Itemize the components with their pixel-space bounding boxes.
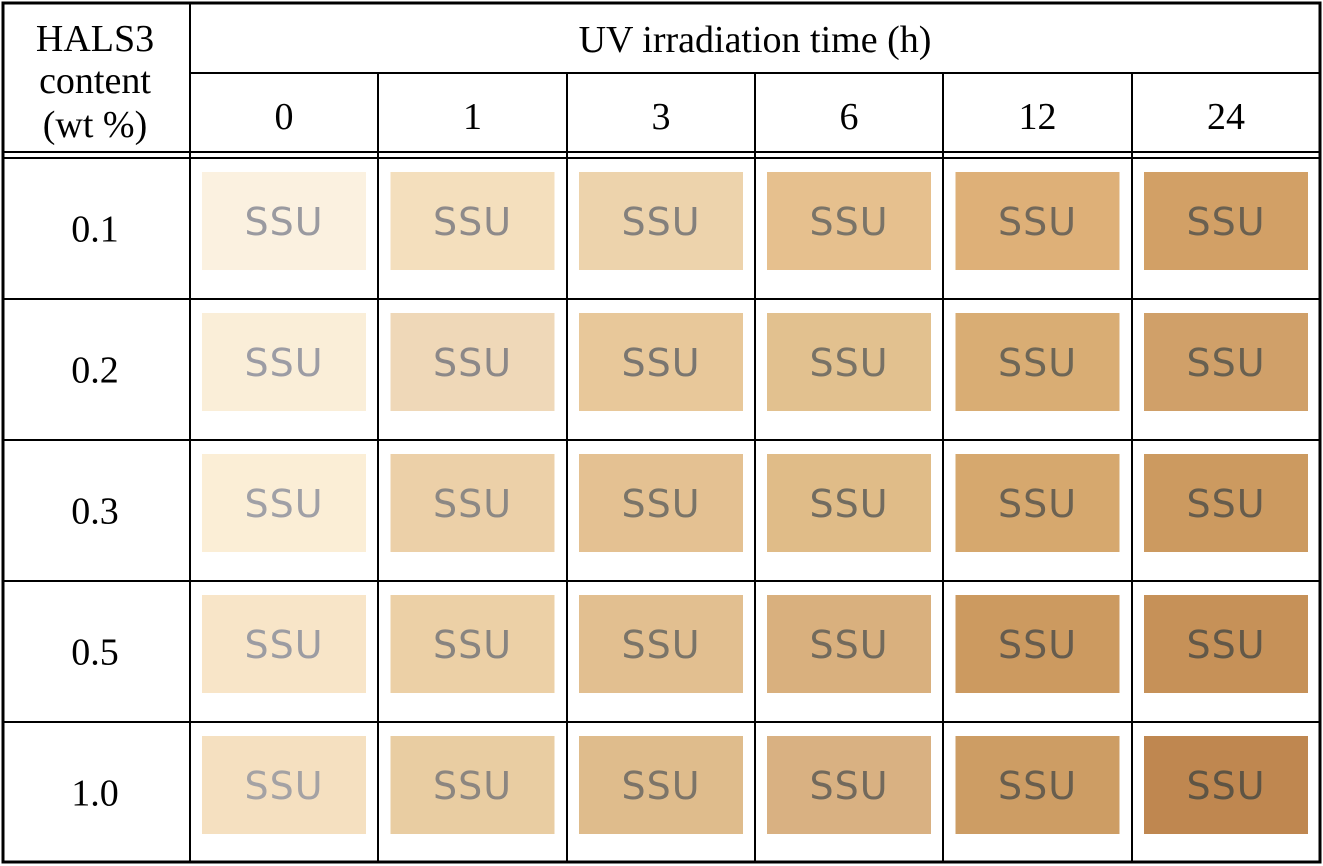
sample-swatch-0_2-24h: [1144, 313, 1308, 411]
sample-label-ssu: SSU: [809, 200, 888, 244]
sample-swatch-0_3-24h: [1144, 454, 1308, 552]
time-header-6h: 6: [840, 96, 859, 138]
content-label-0_2: 0.2: [71, 350, 119, 392]
sample-label-ssu: SSU: [809, 764, 888, 808]
sample-swatch-1_0-1h: [390, 736, 555, 834]
table-body: 0 1 3 6 12 24 0.1 SSU SSU SSU SSU SSU SSU 0.2 SSU SSU SS…: [3, 73, 1320, 862]
sample-label-ssu: SSU: [433, 764, 512, 808]
sample-label-ssu: SSU: [809, 482, 888, 526]
content-label-1_0: 1.0: [71, 773, 119, 815]
sample-label-ssu: SSU: [244, 482, 323, 526]
sample-swatch-0_2-1h: [390, 313, 555, 411]
time-header-12h: 12: [1019, 96, 1057, 138]
sample-swatch-0_3-6h: [767, 454, 931, 552]
content-label-0_3: 0.3: [71, 491, 119, 533]
sample-label-ssu: SSU: [809, 341, 888, 385]
sample-label-ssu: SSU: [998, 623, 1077, 667]
sample-swatch-0_3-1h: [390, 454, 555, 552]
sample-label-ssu: SSU: [621, 764, 700, 808]
sample-swatch-1_0-24h: [1144, 736, 1308, 834]
sample-label-ssu: SSU: [433, 341, 512, 385]
sample-swatch-0_5-3h: [579, 595, 743, 693]
sample-label-ssu: SSU: [244, 764, 323, 808]
sample-label-ssu: SSU: [433, 482, 512, 526]
sample-label-ssu: SSU: [244, 200, 323, 244]
time-header-1h: 1: [463, 96, 482, 138]
sample-swatch-0_3-12h: [955, 454, 1120, 552]
column-group-title: UV irradiation time (h): [579, 19, 932, 61]
sample-label-ssu: SSU: [1186, 200, 1265, 244]
sample-swatch-1_0-0h: [202, 736, 366, 834]
sample-swatch-0_1-0h: [202, 172, 366, 270]
sample-label-ssu: SSU: [1186, 623, 1265, 667]
sample-label-ssu: SSU: [433, 200, 512, 244]
sample-swatch-0_1-6h: [767, 172, 931, 270]
sample-swatch-1_0-3h: [579, 736, 743, 834]
sample-label-ssu: SSU: [998, 200, 1077, 244]
row-header-line-3: (wt %): [43, 104, 147, 146]
content-label-0_5: 0.5: [71, 632, 119, 674]
sample-label-ssu: SSU: [998, 482, 1077, 526]
sample-label-ssu: SSU: [433, 623, 512, 667]
sample-swatch-0_2-3h: [579, 313, 743, 411]
sample-label-ssu: SSU: [998, 341, 1077, 385]
sample-swatch-0_2-6h: [767, 313, 931, 411]
sample-label-ssu: SSU: [1186, 341, 1265, 385]
sample-swatch-0_2-12h: [955, 313, 1120, 411]
sample-swatch-0_1-1h: [390, 172, 555, 270]
sample-swatch-0_5-1h: [390, 595, 555, 693]
sample-label-ssu: SSU: [244, 623, 323, 667]
sample-swatch-1_0-12h: [955, 736, 1120, 834]
sample-swatch-0_3-3h: [579, 454, 743, 552]
time-header-3h: 3: [652, 96, 671, 138]
sample-swatch-0_1-12h: [955, 172, 1120, 270]
sample-swatch-0_5-6h: [767, 595, 931, 693]
sample-label-ssu: SSU: [621, 482, 700, 526]
sample-label-ssu: SSU: [621, 200, 700, 244]
sample-label-ssu: SSU: [244, 341, 323, 385]
sample-swatch-0_5-12h: [955, 595, 1120, 693]
sample-label-ssu: SSU: [998, 764, 1077, 808]
time-header-0h: 0: [275, 96, 294, 138]
row-header-line-2: content: [39, 60, 151, 102]
sample-swatch-0_5-0h: [202, 595, 366, 693]
sample-label-ssu: SSU: [1186, 764, 1265, 808]
sample-swatch-0_3-0h: [202, 454, 366, 552]
sample-label-ssu: SSU: [809, 623, 888, 667]
sample-swatch-1_0-6h: [767, 736, 931, 834]
sample-label-ssu: SSU: [621, 341, 700, 385]
sample-label-ssu: SSU: [621, 623, 700, 667]
sample-swatch-0_1-3h: [579, 172, 743, 270]
sample-swatch-0_2-0h: [202, 313, 366, 411]
sample-swatch-0_1-24h: [1144, 172, 1308, 270]
row-header-line-1: HALS3: [36, 18, 154, 60]
content-label-0_1: 0.1: [71, 209, 119, 251]
time-header-24h: 24: [1207, 96, 1245, 138]
sample-label-ssu: SSU: [1186, 482, 1265, 526]
sample-swatch-0_5-24h: [1144, 595, 1308, 693]
